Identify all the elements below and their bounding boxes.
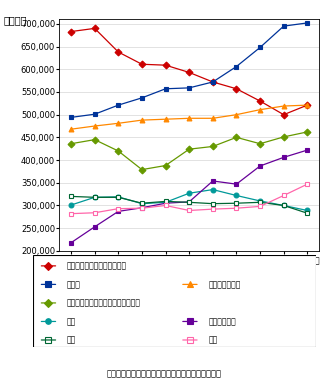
- Text: 卸売: 卸売: [208, 335, 217, 344]
- Text: 対個人サービス: 対個人サービス: [208, 280, 241, 289]
- Text: 情報通信産業: 情報通信産業: [208, 317, 236, 326]
- FancyBboxPatch shape: [33, 255, 316, 347]
- Text: 建設（除電気通信施設建設）: 建設（除電気通信施設建設）: [67, 261, 127, 270]
- Text: 不動産: 不動産: [67, 280, 81, 289]
- Text: 小売: 小売: [67, 335, 76, 344]
- Text: 医療・保健、その他の公共サービス: 医療・保健、その他の公共サービス: [67, 298, 141, 307]
- Text: （出典）「情報通信による経済成長に関する調査」: （出典）「情報通信による経済成長に関する調査」: [107, 369, 222, 378]
- Text: 〈億円〉: 〈億円〉: [3, 15, 27, 25]
- Text: 公務: 公務: [67, 317, 76, 326]
